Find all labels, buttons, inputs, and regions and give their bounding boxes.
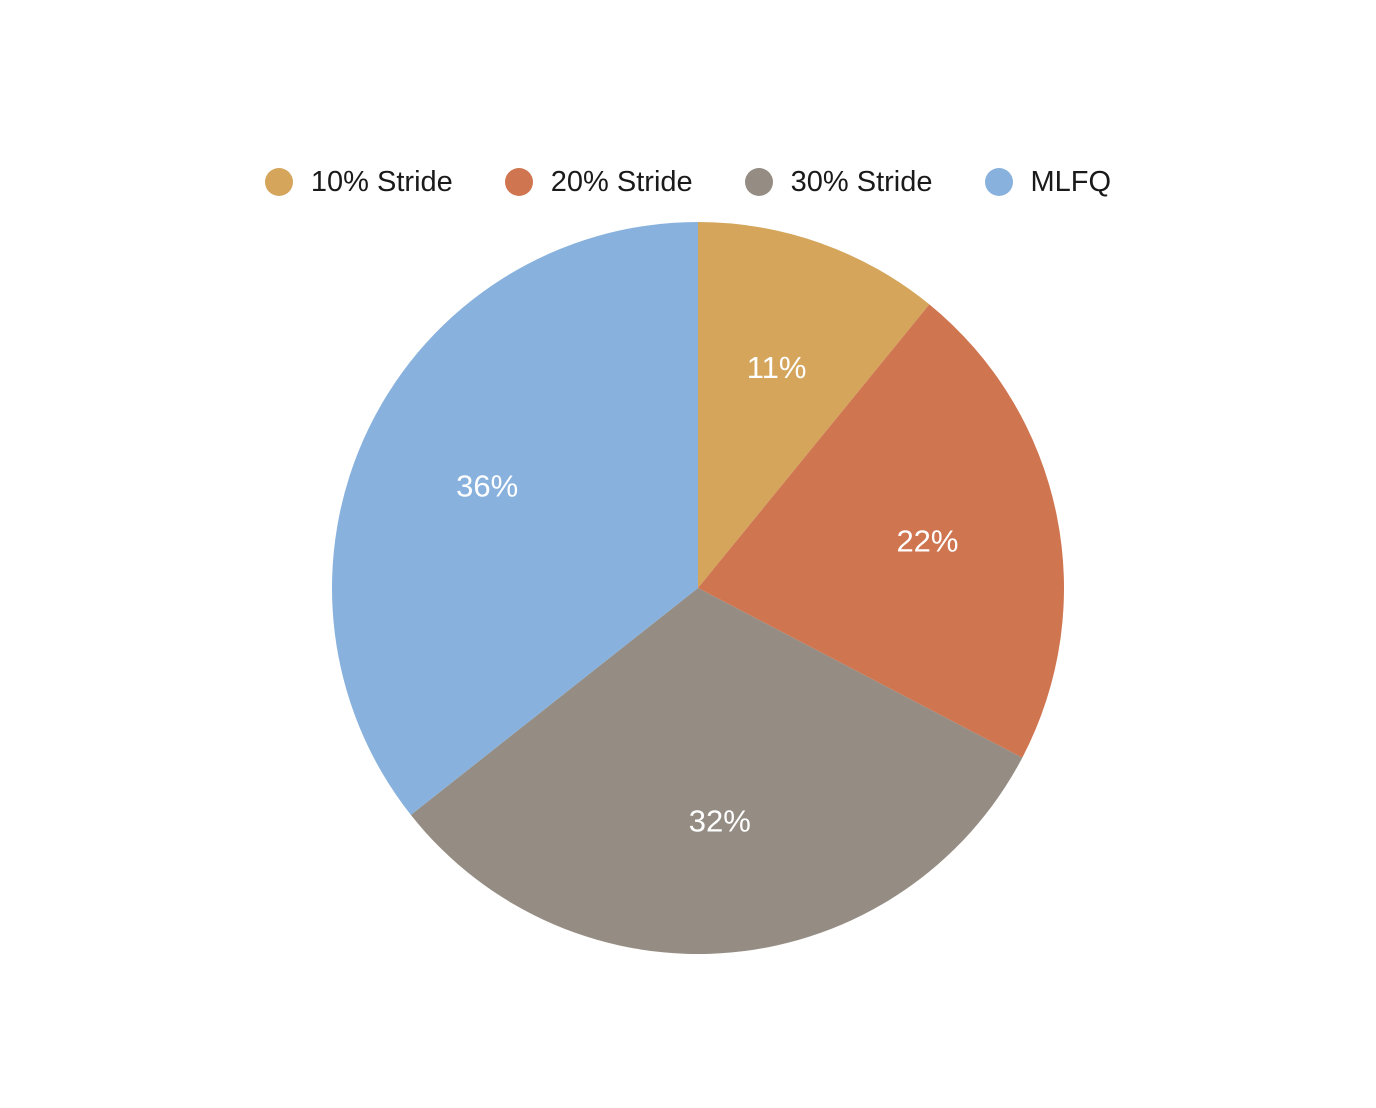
pie-slice-20-stride[interactable] xyxy=(698,304,1064,758)
pie-slice-10-stride[interactable] xyxy=(698,222,930,588)
legend-swatch-30-stride xyxy=(744,168,773,196)
legend-swatch-20-stride xyxy=(504,168,533,196)
slice-label-20-stride: 22% xyxy=(896,523,958,558)
chart-legend: 10% Stride 20% Stride 30% Stride MLFQ xyxy=(0,162,1376,202)
legend-item-20-stride[interactable]: 20% Stride xyxy=(504,165,693,199)
legend-swatch-mlfq xyxy=(984,168,1013,196)
slice-label-10-stride: 11% xyxy=(747,350,807,385)
pie-slices xyxy=(331,222,1064,955)
pie-slice-labels: 11% 22% 32% 36% xyxy=(456,350,958,839)
slice-label-30-stride: 32% xyxy=(689,804,751,839)
pie-slice-30-stride[interactable] xyxy=(410,588,1023,955)
slice-label-mlfq: 36% xyxy=(456,468,518,503)
legend-label-30-stride: 30% Stride xyxy=(790,165,933,198)
legend-item-30-stride[interactable]: 30% Stride xyxy=(744,165,933,199)
legend-swatch-10-stride xyxy=(264,168,293,196)
legend-item-mlfq[interactable]: MLFQ xyxy=(984,165,1112,199)
pie-slice-mlfq[interactable] xyxy=(331,222,698,815)
legend-label-20-stride: 20% Stride xyxy=(550,165,693,198)
legend-item-10-stride[interactable]: 10% Stride xyxy=(264,165,453,199)
legend-label-mlfq: MLFQ xyxy=(1030,165,1112,198)
legend-label-10-stride: 10% Stride xyxy=(310,165,453,198)
